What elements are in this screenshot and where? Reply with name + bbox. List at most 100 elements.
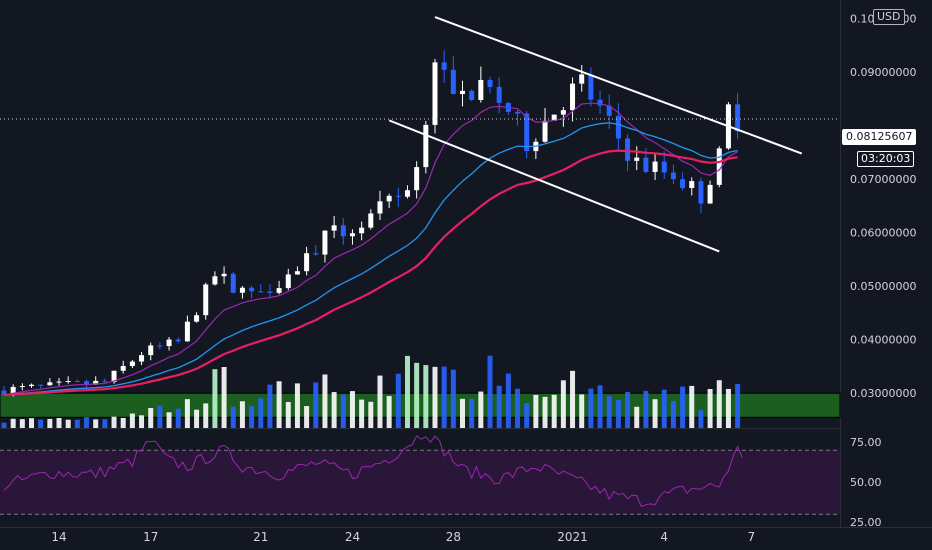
candle-body xyxy=(1,390,7,395)
candle-body xyxy=(698,181,704,204)
volume-bar xyxy=(239,401,245,428)
candle-body xyxy=(294,271,300,275)
candle-body xyxy=(606,105,612,116)
rsi-tick-label: 25.00 xyxy=(850,516,882,529)
time-tick-label: 14 xyxy=(51,530,66,544)
volume-bar xyxy=(56,417,62,428)
candle-body xyxy=(349,233,355,237)
candle-body xyxy=(120,365,126,371)
candle-body xyxy=(84,381,90,385)
candle-body xyxy=(579,74,585,84)
volume-bar xyxy=(597,385,603,428)
volume-bar xyxy=(478,391,484,428)
volume-bar xyxy=(469,398,475,428)
volume-bar xyxy=(331,392,337,428)
candle-body xyxy=(175,339,181,342)
candle-body xyxy=(249,287,255,292)
volume-bar xyxy=(570,370,576,428)
candle-body xyxy=(597,99,603,106)
candle-body xyxy=(661,161,667,173)
volume-bar xyxy=(349,391,355,428)
candle-body xyxy=(19,386,25,388)
candle-body xyxy=(258,291,264,293)
candle-body xyxy=(551,114,557,121)
candle-body xyxy=(478,79,484,100)
candle-body xyxy=(377,201,383,214)
time-tick-label: 28 xyxy=(446,530,461,544)
volume-bar xyxy=(313,382,319,428)
volume-bar xyxy=(10,418,16,428)
volume-bar xyxy=(368,401,374,428)
candle-body xyxy=(542,120,548,142)
candle-body xyxy=(395,195,401,197)
candle-body xyxy=(56,381,62,383)
candle-body xyxy=(331,225,337,231)
price-tick-label: 0.05000000 xyxy=(850,280,916,293)
volume-bar xyxy=(93,419,99,428)
candle-body xyxy=(414,167,420,191)
time-tick-label: 21 xyxy=(253,530,268,544)
volume-bar xyxy=(460,398,465,428)
volume-bar xyxy=(542,396,548,428)
volume-bar xyxy=(441,366,447,428)
volume-bar xyxy=(588,388,594,428)
volume-bar xyxy=(404,355,410,428)
candle-body xyxy=(203,284,209,316)
candle-body xyxy=(157,345,163,347)
time-tick-label: 7 xyxy=(748,530,756,544)
volume-bar xyxy=(111,416,117,428)
volume-bar xyxy=(340,394,346,428)
currency-button[interactable]: USD xyxy=(873,9,905,25)
candle-body xyxy=(148,345,154,356)
candle-body xyxy=(625,138,631,161)
candle-body xyxy=(588,74,594,100)
volume-bar xyxy=(634,406,640,428)
volume-bar xyxy=(102,419,108,428)
ema-fast-line xyxy=(3,102,738,396)
support-zone xyxy=(0,392,841,418)
candle-body xyxy=(404,190,410,197)
candle-body xyxy=(10,386,16,395)
volume-bar xyxy=(560,380,566,428)
volume-bar xyxy=(267,384,273,428)
volume-bar xyxy=(698,409,704,428)
trendline-upper xyxy=(434,16,803,155)
volume-bar xyxy=(221,367,227,428)
candle-body xyxy=(93,380,99,385)
volume-bar xyxy=(359,399,365,428)
candle-body xyxy=(111,370,117,382)
candle-body xyxy=(276,288,282,293)
candle-body xyxy=(267,291,273,293)
candle-body xyxy=(74,381,80,383)
candle-body xyxy=(716,148,722,185)
candle-body xyxy=(102,380,108,382)
rsi-tick-label: 75.00 xyxy=(850,436,882,449)
trendline-lower xyxy=(388,119,720,253)
volume-bar xyxy=(258,398,264,428)
volume-bar xyxy=(551,394,557,428)
volume-bar xyxy=(203,403,209,428)
candle-body xyxy=(313,253,319,255)
volume-bar xyxy=(707,388,713,428)
volume-bar xyxy=(643,391,649,428)
candle-body xyxy=(129,361,135,366)
volume-bar xyxy=(148,408,154,428)
volume-bar xyxy=(276,381,282,428)
candle-body xyxy=(450,69,456,95)
volume-bar xyxy=(230,406,236,428)
candle-body xyxy=(524,113,530,152)
candle-body xyxy=(496,86,502,103)
volume-bar xyxy=(184,399,190,428)
candle-body xyxy=(239,287,245,293)
candle-countdown-label: 03:20:03 xyxy=(857,151,915,167)
candle-body xyxy=(441,62,447,70)
volume-bar xyxy=(579,394,585,428)
volume-bar xyxy=(725,388,731,428)
candle-body xyxy=(680,179,686,188)
time-tick-label: 17 xyxy=(143,530,158,544)
volume-bar xyxy=(680,386,686,428)
time-tick-label: 24 xyxy=(345,530,360,544)
volume-bar xyxy=(19,419,25,428)
time-tick-label: 4 xyxy=(660,530,668,544)
